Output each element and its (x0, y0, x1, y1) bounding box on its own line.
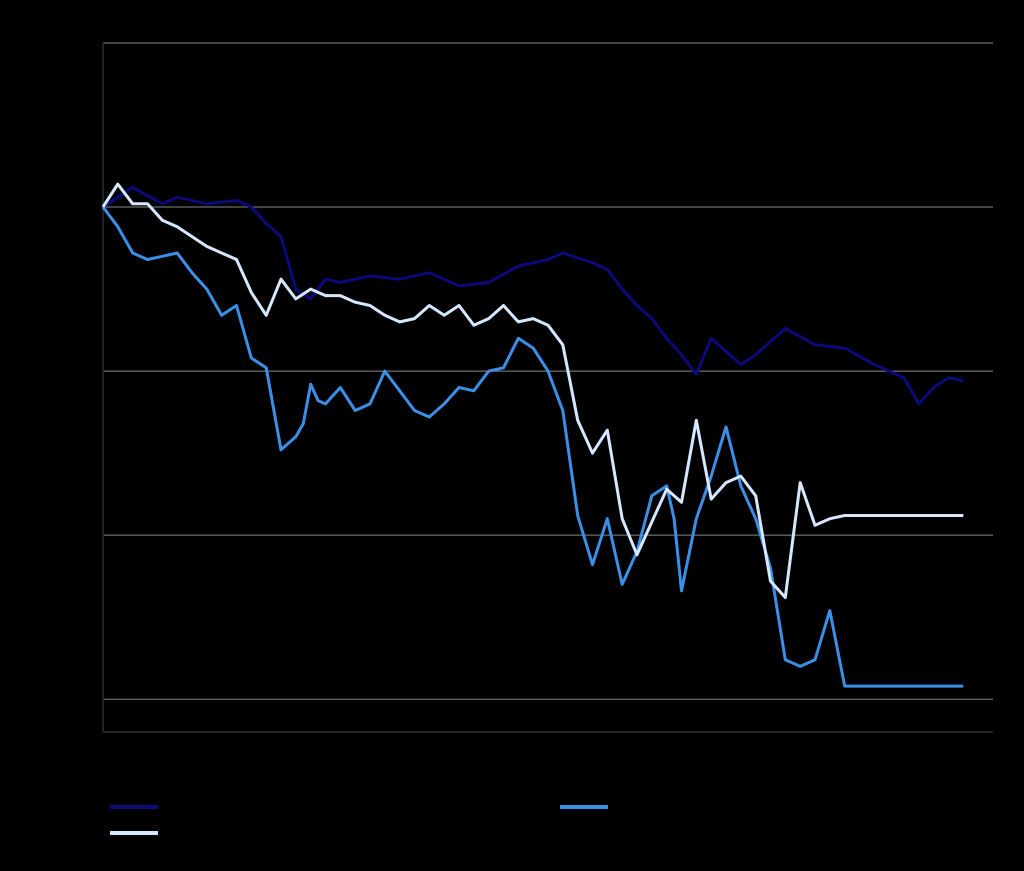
y-tick-label: 0% (58, 198, 86, 219)
y-tick-labels: 5% 0% -5% -10% -15% (41, 34, 85, 711)
legend: Tillväxtmarknadsob., USD Argentina, USD … (110, 796, 910, 856)
x-tick-label: 1 (165, 744, 176, 765)
legend-item-2: Turkiet, USD (110, 822, 276, 844)
y-tick-label: -15% (41, 690, 85, 711)
y-axis-label: % (90, 14, 107, 35)
legend-swatch (110, 805, 158, 809)
legend-item-0: Tillväxtmarknadsob., USD (110, 796, 387, 818)
series-line-2 (101, 182, 964, 599)
series-line-0 (102, 185, 964, 406)
legend-swatch (560, 805, 608, 809)
x-tick-label: 2 (313, 744, 324, 765)
x-tick-label: 6 (907, 744, 918, 765)
legend-swatch (110, 831, 158, 835)
x-axis: 1 2 3 4 5 6 (102, 43, 993, 765)
series-lines (101, 182, 964, 688)
legend-item-1: Argentina, USD (560, 796, 750, 818)
legend-label: Argentina, USD (618, 796, 751, 817)
y-tick-label: -10% (41, 526, 85, 547)
x-axis-label: 2018 (511, 774, 553, 795)
y-tick-label: 5% (58, 34, 86, 55)
x-tick-label: 4 (610, 744, 621, 765)
x-tick-label: 5 (758, 744, 769, 765)
x-tick-label: 3 (462, 744, 473, 765)
legend-label: Turkiet, USD (168, 822, 277, 843)
series-line-1 (101, 206, 964, 688)
legend-label: Tillväxtmarknadsob., USD (168, 796, 387, 817)
y-tick-label: -5% (51, 362, 85, 383)
